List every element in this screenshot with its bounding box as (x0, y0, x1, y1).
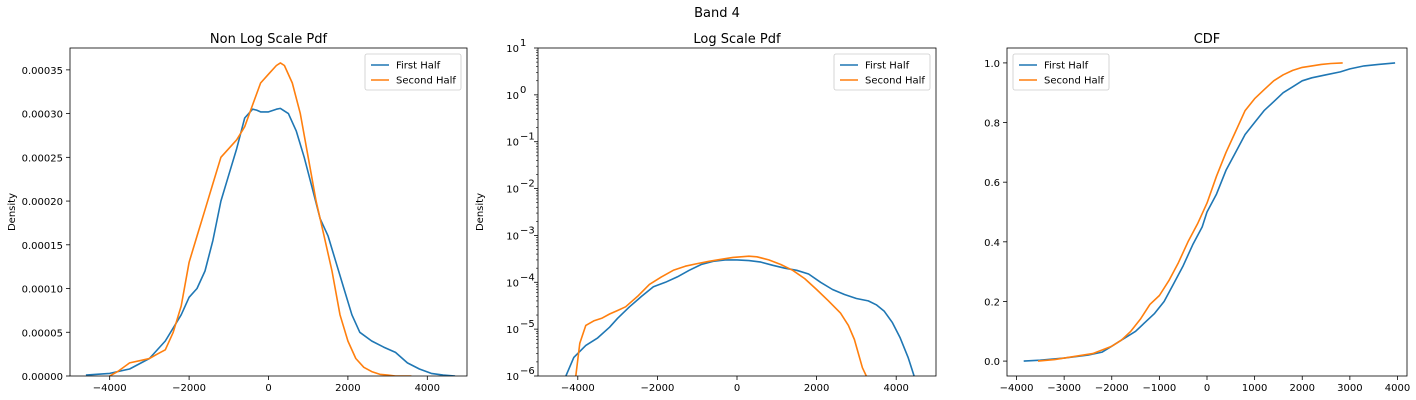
series-line-first-half (85, 107, 456, 376)
y-tick-label: 0.00000 (22, 372, 63, 383)
x-tick-label: 0 (734, 383, 740, 394)
y-tick-label-exponent: 0 (520, 85, 526, 96)
y-tick-label-base: 10 (506, 44, 519, 55)
legend-box (364, 53, 462, 91)
x-tick-label: 0 (1204, 383, 1210, 394)
y-tick-label-base: 10 (506, 138, 519, 149)
y-axis-label: Density (475, 193, 486, 231)
series-line-second-half (1037, 62, 1343, 362)
axes-frame (69, 47, 468, 377)
y-tick-label-exponent: −3 (520, 225, 535, 236)
y-tick-label: 0.2 (984, 297, 1000, 308)
legend: First Half Second Half (833, 53, 931, 91)
y-tick-label: 0.00025 (22, 153, 63, 164)
y-tick-label: 0.00020 (22, 197, 63, 208)
x-tick-label: 2000 (1290, 383, 1315, 394)
legend: First Half Second Half (1012, 53, 1110, 91)
chart-title: CDF (1194, 32, 1221, 47)
x-tick-label: −3000 (1047, 383, 1081, 394)
x-tick-label: −2000 (640, 383, 674, 394)
chart-cdf: CDF −4000 −3000 −2000 −1000 0 1000 2000 3000 4000… (984, 32, 1410, 394)
y-tick-label: 0.8 (984, 119, 1000, 130)
chart-title: Non Log Scale Pdf (210, 32, 328, 47)
x-tick-label: −4000 (561, 383, 595, 394)
chart-log-pdf: Log Scale Pdf Density −4000 −2000 0 2000 4000 1… (475, 32, 937, 394)
y-tick-label: 0.00010 (22, 285, 63, 296)
x-tick-label: 1000 (1242, 383, 1267, 394)
figure-suptitle: Band 4 (694, 6, 740, 21)
y-tick-label-exponent: −6 (520, 366, 535, 377)
x-tick-label: 2000 (804, 383, 829, 394)
chart-non-log-pdf: Non Log Scale Pdf Density −4000 −2000 0 2000 4… (7, 32, 468, 394)
x-tick-label: 3000 (1337, 383, 1362, 394)
y-tick-label: 0.6 (984, 178, 1000, 189)
series-line-first-half (1023, 62, 1396, 362)
series-line-second-half (575, 255, 868, 376)
y-axis-label: Density (7, 193, 18, 231)
y-tick-label: 0.4 (984, 238, 1000, 249)
y-tick-label: 0.0 (984, 357, 1000, 368)
series-line-first-half (565, 259, 915, 376)
legend-box (1012, 53, 1110, 91)
y-tick-label-exponent: −4 (520, 272, 535, 283)
x-tick-label: 4000 (883, 383, 908, 394)
x-tick-label: −2000 (1095, 383, 1129, 394)
x-tick-label: 2000 (335, 383, 360, 394)
y-tick-label-base: 10 (506, 325, 519, 336)
y-tick-label: 0.00035 (22, 66, 63, 77)
legend-label: First Half (1044, 61, 1089, 72)
y-tick-label-exponent: −5 (520, 319, 535, 330)
legend-label: First Half (865, 61, 910, 72)
x-tick-label: 0 (265, 383, 271, 394)
y-tick-label: 0.00015 (22, 241, 63, 252)
y-tick-label-exponent: −2 (520, 179, 535, 190)
y-tick-label-exponent: 1 (520, 38, 526, 49)
legend: First Half Second Half (364, 53, 462, 91)
chart-title: Log Scale Pdf (693, 32, 781, 47)
x-tick-label: −2000 (172, 383, 206, 394)
y-tick-label-base: 10 (506, 91, 519, 102)
y-tick-label: 0.00030 (22, 110, 63, 121)
legend-label: First Half (396, 61, 441, 72)
axes-frame (537, 47, 937, 377)
legend-box (833, 53, 931, 91)
legend-label: Second Half (1044, 76, 1104, 87)
x-tick-label: 4000 (415, 383, 440, 394)
legend-label: Second Half (396, 76, 456, 87)
y-tick-label-base: 10 (506, 231, 519, 242)
y-tick-label-base: 10 (506, 185, 519, 196)
y-tick-label-base: 10 (506, 372, 519, 383)
x-tick-label: −1000 (1142, 383, 1176, 394)
y-tick-label: 1.0 (984, 59, 1000, 70)
legend-label: Second Half (865, 76, 925, 87)
x-tick-label: −4000 (93, 383, 127, 394)
series-line-second-half (109, 62, 412, 376)
y-tick-label-base: 10 (506, 278, 519, 289)
x-tick-label: 4000 (1385, 383, 1410, 394)
y-tick-label: 0.00005 (22, 328, 63, 339)
y-tick-label-exponent: −1 (520, 132, 535, 143)
axes-frame (1006, 47, 1408, 377)
x-tick-label: −4000 (1000, 383, 1034, 394)
